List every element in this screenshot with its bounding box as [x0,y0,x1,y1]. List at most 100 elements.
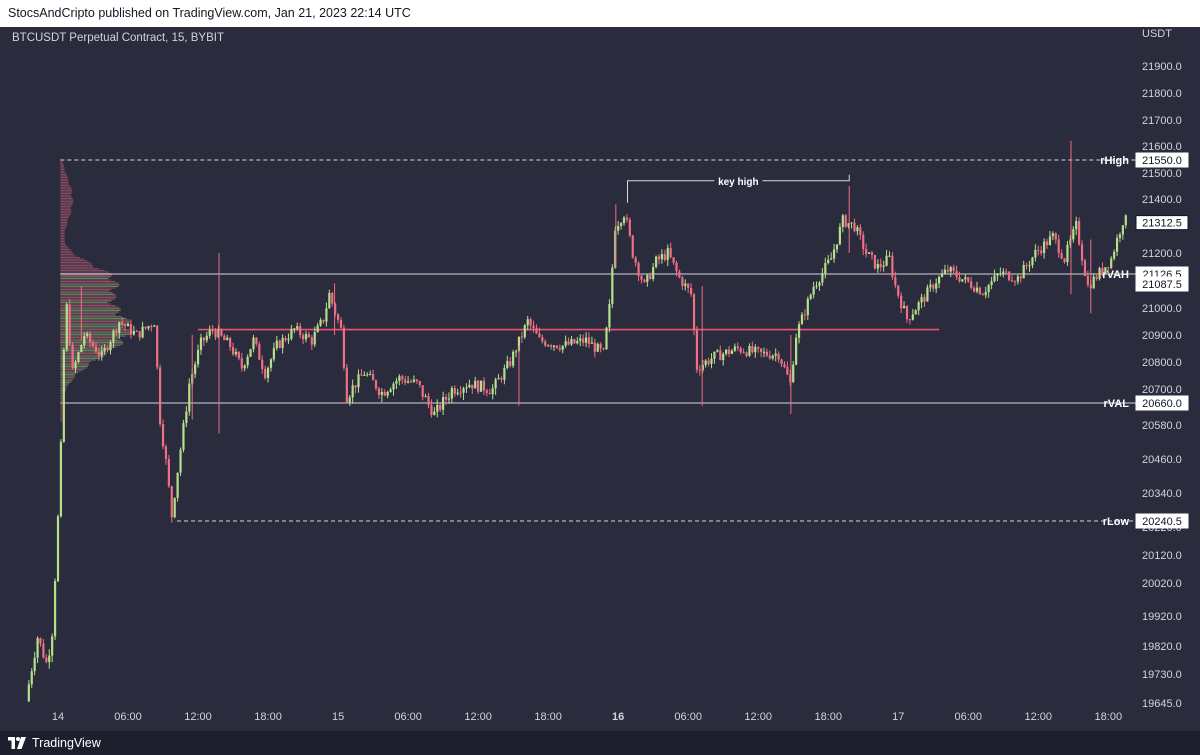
candle-body [996,274,999,276]
candle-body [713,351,716,359]
candle-body [523,325,526,338]
candle-body [1057,239,1060,254]
candle-body [325,308,328,322]
candle-body [990,281,993,285]
candle-body [975,287,979,292]
levels: rHigh rVAH rVAL rLow [60,155,1167,528]
x-tick-label: 06:00 [674,711,702,723]
candle-body [590,342,594,344]
candle-body [182,423,185,450]
candle-body [923,297,926,302]
candle-body [1060,253,1063,259]
x-axis[interactable]: 14 06:00 12:00 18:00 15 06:00 12:00 18:00 16 06:0… [52,711,1122,723]
candle-body [835,244,839,250]
candle-body [964,277,967,280]
candle-body [226,337,229,341]
candle-body [27,684,30,702]
candle-body [555,345,558,349]
x-tick-label: 18:00 [254,711,282,723]
candle-body [497,378,500,380]
x-tick-label: 18:00 [534,711,562,723]
candle-body [596,343,599,352]
candle-body [640,275,643,280]
candle-body [404,379,407,383]
candle-body [1118,234,1122,238]
candle-body [412,379,416,382]
candle-body [1113,251,1116,259]
candle-body [380,392,383,395]
candle-body [491,388,494,395]
candle-body [456,392,459,394]
candle-body [316,325,319,333]
candle-body [1022,264,1025,279]
candle-body [628,219,631,236]
x-tick-label: 16 [612,711,624,723]
candle-body [567,341,570,345]
candle-body [86,333,89,336]
candle-body [891,255,894,277]
candle-body [1051,233,1054,237]
y-tick-label: 20020.0 [1142,578,1182,590]
y-tick-label: 21500.0 [1142,168,1182,180]
candle-body [832,249,836,259]
price-chart[interactable]: BTCUSDT Perpetual Contract, 15, BYBIT US… [0,27,1200,731]
candle-body [1104,267,1107,274]
candle-body [943,269,947,274]
candle-body [214,330,217,338]
candle-body [369,374,372,376]
candle-body [115,330,118,333]
candle-body [141,326,144,338]
candle-body [847,223,850,227]
candle-body [103,347,106,352]
candle-body [80,345,83,353]
candle-body [272,348,275,360]
candle-body [1040,250,1043,254]
candle-body [45,657,48,663]
candle-body [138,331,141,338]
candle-body [911,314,914,320]
candle-body [453,387,456,394]
candle-body [398,376,401,381]
candle-body [654,256,658,268]
candle-body [278,340,281,348]
candle-body [512,351,515,366]
candle-body [853,222,856,232]
candle-body [229,337,232,348]
tradingview-logo-icon [8,737,26,749]
candle-body [695,330,699,370]
y-axis[interactable]: 21900.0 21800.0 21700.0 21600.0 21500.0 21400… [1135,61,1189,710]
candle-body [867,252,871,254]
candle-body [777,353,780,360]
candle-body [920,297,923,303]
x-tick-label: 12:00 [464,711,492,723]
candle-body [955,270,958,278]
y-tick-label: 20580.0 [1142,420,1182,432]
candle-body [532,325,535,329]
chart-area[interactable]: BTCUSDT Perpetual Contract, 15, BYBIT US… [0,27,1200,731]
candle-body [377,388,381,395]
candle-body [1010,280,1014,282]
candle-body [879,264,882,267]
candle-body [322,319,325,322]
candle-body [564,341,567,346]
candle-body [500,378,503,380]
candle-body [762,351,766,353]
candle-body [599,343,602,349]
x-tick-label: 06:00 [394,711,422,723]
candle-body [856,227,859,232]
candle-body [164,446,168,459]
candle-body [339,320,343,328]
volume-profile [60,159,133,422]
candle-body [894,276,897,286]
candle-body [932,284,935,289]
candle-body [967,277,970,282]
level-name-rvah: rVAH [1102,269,1129,281]
candle-body [526,319,529,326]
candle-body [631,235,634,258]
candle-body [418,381,421,386]
candle-body [710,358,713,364]
candle-body [1124,215,1127,226]
price-badge-bg [1135,276,1189,292]
candle-body [474,380,477,389]
candle-body [917,302,920,311]
